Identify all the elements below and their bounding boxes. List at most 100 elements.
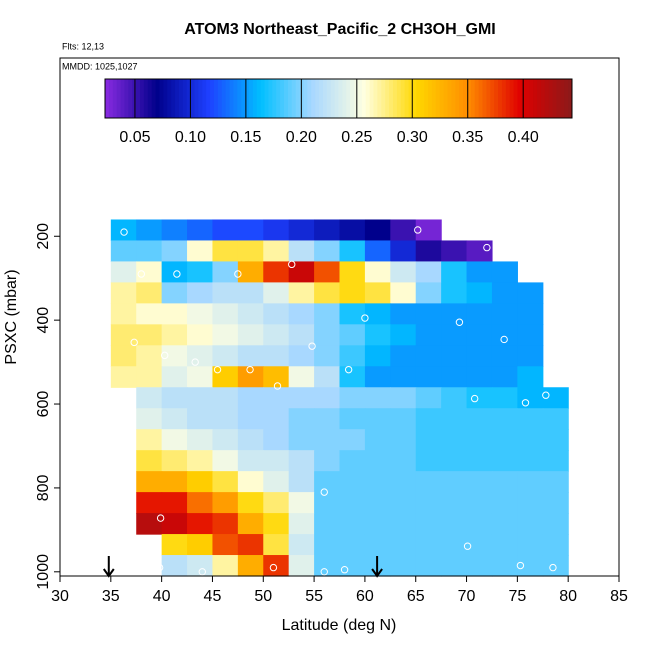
heat-cell xyxy=(441,366,468,388)
heat-cell xyxy=(161,303,188,325)
colorbar-segment xyxy=(260,79,266,118)
colorbar-segment xyxy=(194,79,199,118)
heat-cell xyxy=(110,324,137,346)
heat-cell xyxy=(212,471,239,493)
heat-cell xyxy=(314,345,341,367)
flight-point xyxy=(320,568,328,576)
colorbar-segment xyxy=(552,79,557,118)
heat-cell xyxy=(237,555,264,577)
colorbar-segment xyxy=(486,79,491,118)
heat-cell xyxy=(136,408,163,430)
heat-cell xyxy=(237,345,264,367)
heat-cell xyxy=(314,555,341,577)
colorbar-segment xyxy=(342,79,347,118)
heat-cell xyxy=(415,345,442,367)
heat-cell xyxy=(212,303,239,325)
heat-cell xyxy=(136,324,163,346)
heat-cell xyxy=(136,387,163,409)
heat-cell xyxy=(415,387,442,409)
colorbar-segment xyxy=(140,79,145,118)
heat-cell xyxy=(237,471,264,493)
colorbar-frame xyxy=(104,78,573,119)
heat-cell xyxy=(263,471,290,493)
heat-cell xyxy=(364,429,391,451)
colorbar-segment xyxy=(229,79,234,118)
colorbar-segment xyxy=(334,79,339,118)
heat-cell xyxy=(466,303,493,325)
heat-cell xyxy=(415,492,442,514)
colorbar-segment xyxy=(536,79,542,118)
heat-cell xyxy=(263,387,290,409)
colorbar-segment xyxy=(108,79,114,118)
flight-point xyxy=(155,563,164,572)
heat-cell xyxy=(263,261,290,283)
flight-point xyxy=(521,399,530,407)
colorbar-tick-label: 0.30 xyxy=(397,129,428,146)
flight-point xyxy=(542,391,550,399)
heat-cell xyxy=(517,429,544,451)
colorbar-segment xyxy=(143,79,149,118)
heat-cell xyxy=(212,429,239,451)
heat-cell xyxy=(161,282,188,304)
heat-cell xyxy=(542,534,569,556)
heat-cell xyxy=(212,534,239,556)
heat-cell xyxy=(136,471,163,493)
colorbar-segment xyxy=(544,79,550,118)
colorbar-segment xyxy=(389,79,394,118)
heat-cell xyxy=(288,282,315,304)
heat-cell xyxy=(517,387,544,409)
flight-point xyxy=(320,488,328,496)
heat-cell xyxy=(491,513,518,535)
heat-cell xyxy=(339,534,366,556)
heat-cell xyxy=(288,513,315,535)
colorbar-segment xyxy=(408,79,413,118)
heat-cell xyxy=(187,282,214,304)
heat-cell xyxy=(364,303,391,325)
colorbar-segment xyxy=(501,79,507,118)
heat-cell xyxy=(466,282,493,304)
heat-cell xyxy=(466,366,493,388)
heat-cell xyxy=(441,408,468,430)
heat-cell xyxy=(466,492,493,514)
heat-cell xyxy=(314,513,341,535)
heat-cell xyxy=(288,240,315,263)
flight-point xyxy=(463,542,472,550)
flight-point xyxy=(246,365,254,374)
colorbar-segment xyxy=(303,79,308,118)
heat-cell xyxy=(288,345,315,367)
colorbar-segment xyxy=(295,79,301,118)
heat-cell xyxy=(339,513,366,535)
heat-cell xyxy=(136,303,163,325)
heat-cell xyxy=(161,345,188,367)
colorbar-segment xyxy=(381,79,386,118)
heat-cell xyxy=(187,513,214,535)
heat-cell xyxy=(288,555,315,577)
heat-cell xyxy=(542,387,569,409)
heat-cell xyxy=(212,366,239,388)
heat-cell xyxy=(212,387,239,409)
heat-cell xyxy=(390,366,417,388)
heat-cell xyxy=(364,492,391,514)
y-tick-label: 400 xyxy=(35,307,52,334)
plot-frame xyxy=(59,57,620,577)
heat-cell xyxy=(110,240,137,263)
heat-cell xyxy=(288,492,315,514)
heat-cell xyxy=(491,345,518,367)
x-tick-label: 55 xyxy=(305,588,323,605)
heat-cell xyxy=(390,387,417,409)
flight-point xyxy=(500,335,508,344)
colorbar-tick-label: 0.10 xyxy=(175,129,206,146)
colorbar-segment xyxy=(478,79,483,118)
heat-cell xyxy=(491,555,518,577)
heat-cell xyxy=(441,324,468,346)
colorbar-segment xyxy=(412,79,417,118)
heat-cell xyxy=(161,408,188,430)
heat-cell xyxy=(441,303,468,325)
heat-cell xyxy=(187,429,214,451)
heat-cell xyxy=(390,555,417,577)
x-tick-label: 70 xyxy=(458,588,476,605)
heat-cell xyxy=(491,324,518,346)
heat-cell xyxy=(390,324,417,346)
colorbar-segment xyxy=(463,79,468,118)
y-tick-label: 800 xyxy=(35,474,52,501)
